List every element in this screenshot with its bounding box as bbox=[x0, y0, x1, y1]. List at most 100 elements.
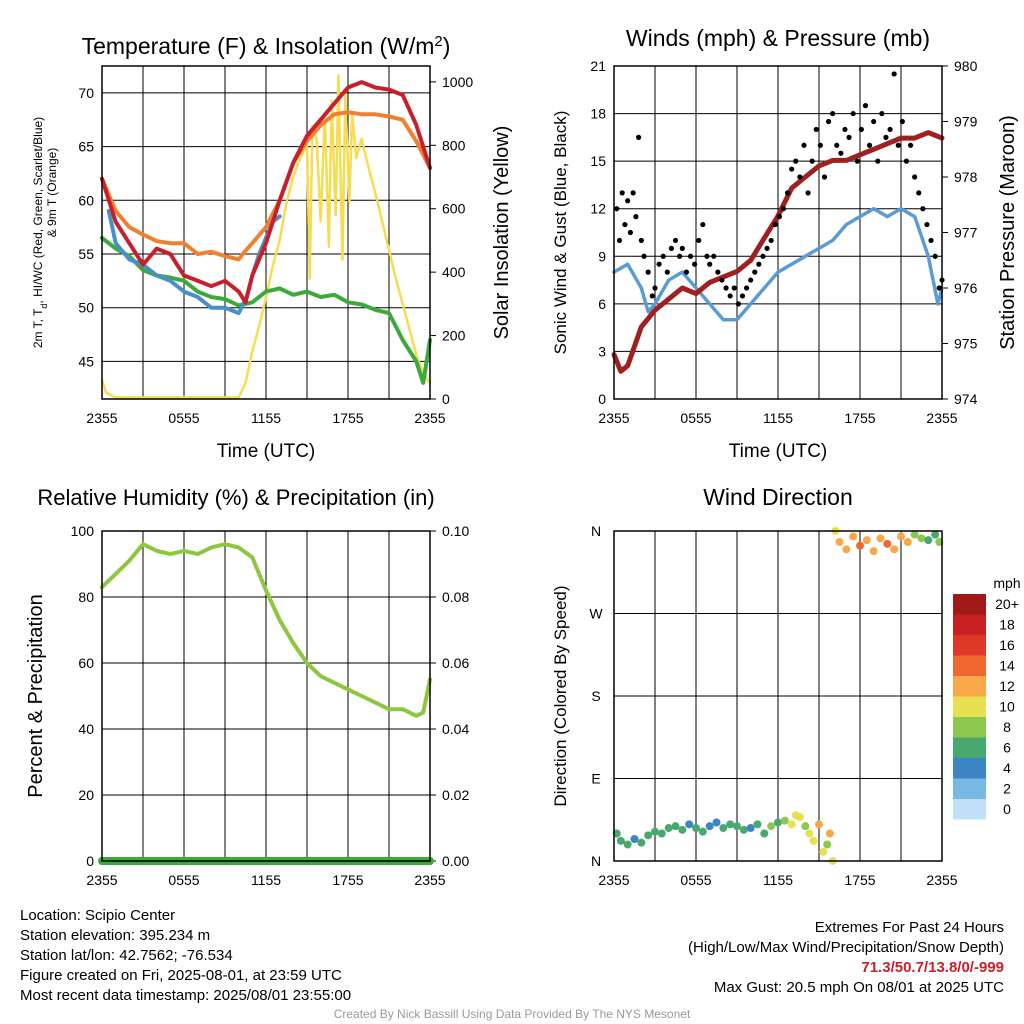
gust-point bbox=[866, 142, 873, 148]
y-tick-label: 0 bbox=[598, 391, 606, 407]
gust-point bbox=[834, 142, 840, 148]
y-axis-label: Percent & Precipitation bbox=[25, 594, 47, 797]
y2-tick-label: 0.06 bbox=[442, 655, 469, 671]
gust-point bbox=[846, 134, 852, 140]
gust-point bbox=[638, 237, 644, 244]
x-tick-label: 1155 bbox=[763, 872, 793, 888]
colorbar-label: 20+ bbox=[995, 596, 1019, 612]
colorbar-swatch bbox=[953, 614, 986, 635]
x-tick-label: 2355 bbox=[414, 872, 445, 888]
direction-point bbox=[698, 827, 707, 836]
gust-point bbox=[887, 126, 893, 133]
chart-title: Winds (mph) & Pressure (mb) bbox=[626, 25, 930, 51]
x-tick-label: 2355 bbox=[86, 410, 117, 426]
direction-point bbox=[903, 538, 912, 546]
direction-point bbox=[890, 545, 899, 554]
gust-point bbox=[858, 126, 864, 133]
direction-point bbox=[862, 536, 871, 545]
direction-point bbox=[805, 829, 814, 838]
direction-point bbox=[739, 825, 748, 834]
y-tick-label: 6 bbox=[598, 296, 606, 312]
y2-tick-label: 976 bbox=[954, 280, 978, 296]
y2-tick-label: 977 bbox=[954, 225, 978, 241]
y-tick-label: 45 bbox=[78, 353, 94, 369]
direction-point bbox=[637, 838, 646, 847]
plot-border bbox=[613, 530, 943, 862]
direction-point bbox=[767, 822, 776, 831]
x-axis-label: Time (UTC) bbox=[217, 441, 316, 462]
direction-point bbox=[685, 820, 694, 829]
direction-point bbox=[664, 824, 673, 832]
direction-point bbox=[780, 816, 789, 825]
gust-point bbox=[636, 134, 642, 140]
y2-tick-label: 200 bbox=[442, 328, 466, 344]
plot-border bbox=[101, 530, 431, 862]
direction-point bbox=[657, 829, 666, 838]
y-tick-label: N bbox=[591, 853, 601, 869]
gust-point bbox=[616, 237, 623, 244]
gust-point bbox=[756, 261, 762, 267]
x-tick-label: 2355 bbox=[414, 410, 445, 426]
y2-tick-label: 400 bbox=[442, 264, 466, 280]
gust-point bbox=[842, 126, 848, 133]
x-tick-label: 2355 bbox=[926, 872, 957, 888]
gust-point bbox=[696, 237, 702, 244]
x-tick-label: 1755 bbox=[332, 872, 363, 888]
direction-point bbox=[825, 829, 834, 838]
extremes-title: Extremes For Past 24 Hours bbox=[814, 919, 1004, 936]
extremes-values: 71.3/50.7/13.8/0/-999 bbox=[861, 959, 1004, 976]
y-tick-label: 9 bbox=[598, 248, 606, 264]
gust-point bbox=[789, 166, 795, 172]
direction-point bbox=[910, 530, 919, 539]
gust-point bbox=[687, 253, 694, 259]
direction-point bbox=[651, 827, 659, 836]
gust-point bbox=[920, 206, 926, 212]
colorbar-label: 14 bbox=[999, 658, 1015, 674]
y2-tick-label: 979 bbox=[954, 114, 978, 130]
series-line-hiwc bbox=[106, 209, 282, 316]
y2-tick-label: 975 bbox=[954, 336, 978, 352]
gust-point bbox=[764, 245, 770, 251]
y2-tick-label: 974 bbox=[954, 391, 978, 407]
direction-point bbox=[835, 538, 844, 546]
gust-point bbox=[821, 174, 828, 180]
station-location: Location: Scipio Center bbox=[20, 907, 176, 924]
gust-point bbox=[723, 285, 729, 291]
direction-point bbox=[883, 539, 892, 548]
colorbar-swatch bbox=[953, 594, 986, 615]
station-latlon: Station lat/lon: 42.7562; -76.534 bbox=[20, 947, 233, 964]
gust-point bbox=[780, 206, 787, 212]
gust-point bbox=[793, 158, 799, 164]
y-tick-label: 60 bbox=[78, 192, 94, 208]
gust-point bbox=[830, 110, 836, 117]
colorbar-swatch bbox=[953, 676, 986, 697]
gust-point bbox=[928, 237, 934, 244]
gust-point bbox=[739, 293, 746, 299]
gust-point bbox=[768, 237, 774, 244]
y-tick-label: 0 bbox=[86, 853, 94, 869]
colorbar-swatch bbox=[953, 635, 986, 656]
x-tick-label: 0555 bbox=[680, 872, 711, 888]
gust-point bbox=[924, 221, 930, 228]
x-tick-label: 0555 bbox=[168, 410, 199, 426]
series-line-rh bbox=[100, 542, 432, 718]
y-tick-label: S bbox=[591, 688, 600, 704]
colorbar-label: 18 bbox=[999, 617, 1015, 633]
y-tick-label: W bbox=[589, 606, 603, 622]
gust-point bbox=[912, 174, 918, 180]
gust-point bbox=[679, 245, 685, 251]
x-tick-label: 0555 bbox=[680, 410, 711, 426]
direction-point bbox=[856, 541, 864, 550]
y2-tick-label: 0.04 bbox=[442, 721, 469, 737]
colorbar-unit: mph bbox=[993, 575, 1020, 591]
gust-point bbox=[772, 221, 778, 228]
y2-tick-label: 800 bbox=[442, 137, 466, 153]
direction-point bbox=[842, 545, 851, 554]
chart-title: Relative Humidity (%) & Precipitation (i… bbox=[37, 485, 434, 510]
series-line-temp bbox=[100, 80, 432, 305]
direction-point bbox=[733, 822, 741, 831]
gust-point bbox=[619, 190, 625, 196]
gust-point bbox=[683, 269, 690, 275]
y-tick-label: E bbox=[591, 771, 600, 787]
